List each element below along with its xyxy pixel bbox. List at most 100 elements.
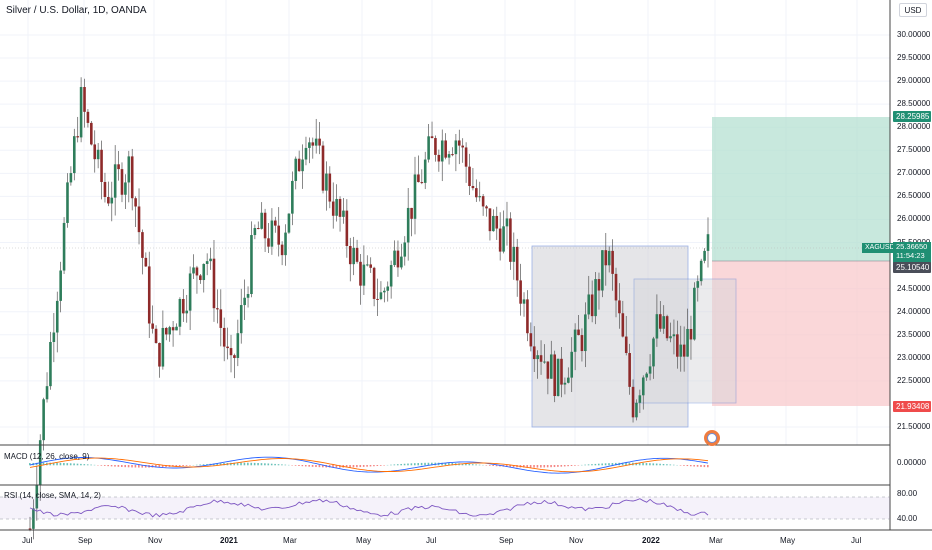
- candle-body: [243, 297, 246, 306]
- candle-body: [396, 250, 400, 268]
- macd-histogram-bar: [444, 462, 447, 466]
- macd-histogram-bar: [615, 462, 617, 466]
- candle-body: [134, 198, 137, 207]
- macd-histogram-bar: [39, 462, 41, 466]
- candle-body: [584, 314, 587, 352]
- macd-histogram-bar: [567, 465, 569, 467]
- profit-zone[interactable]: [712, 117, 890, 261]
- candle-body: [321, 145, 325, 191]
- candle-body: [492, 215, 495, 232]
- time-label: Mar: [709, 536, 723, 545]
- macd-histogram-bar: [349, 465, 351, 468]
- candle-body: [383, 290, 386, 293]
- candle-body: [512, 246, 516, 262]
- candle-body: [563, 382, 567, 385]
- macd-histogram-bar: [441, 462, 443, 466]
- candle-body: [509, 218, 512, 262]
- candle-body: [655, 314, 659, 339]
- candle-body: [631, 386, 635, 418]
- candle-body: [502, 226, 505, 252]
- macd-histogram-bar: [144, 465, 147, 468]
- macd-histogram-bar: [117, 465, 120, 467]
- event-marker-icon[interactable]: [704, 430, 720, 446]
- candle-body: [284, 232, 287, 256]
- loss-zone[interactable]: [712, 261, 890, 406]
- macd-histogram-bar: [69, 463, 72, 466]
- candle-body: [246, 294, 250, 298]
- macd-histogram-bar: [672, 464, 675, 466]
- candle-body: [274, 220, 277, 226]
- macd-histogram-bar: [52, 462, 55, 466]
- macd-histogram-bar: [138, 465, 140, 468]
- candle-body: [222, 327, 226, 347]
- macd-histogram-bar: [475, 464, 477, 466]
- macd-histogram-bar: [550, 465, 552, 468]
- candle-body: [638, 395, 642, 403]
- candle-body: [560, 358, 563, 385]
- price-label: 26.50000: [897, 191, 931, 201]
- candle-body: [280, 244, 284, 256]
- candle-body: [611, 250, 614, 274]
- candle-body: [76, 136, 79, 138]
- macd-histogram-bar: [304, 465, 307, 467]
- candle-body: [277, 225, 281, 245]
- macd-histogram-bar: [594, 463, 597, 466]
- candle-body: [117, 164, 120, 170]
- macd-histogram-bar: [448, 462, 450, 466]
- macd-histogram-bar: [80, 463, 82, 466]
- candle-body: [124, 182, 127, 195]
- candle-body: [444, 140, 447, 158]
- macd-histogram-bar: [376, 465, 379, 467]
- candle-body: [406, 207, 410, 243]
- candle-body: [52, 332, 56, 342]
- candle-body: [301, 159, 304, 172]
- candle-body: [590, 294, 594, 317]
- candle-body: [267, 238, 270, 247]
- chart-title[interactable]: Silver / U.S. Dollar, 1D, OANDA: [6, 5, 147, 16]
- candle-body: [55, 300, 59, 333]
- candle-body: [641, 377, 645, 396]
- macd-histogram-bar: [683, 465, 685, 466]
- macd-histogram-bar: [526, 465, 529, 468]
- price-label: 28.00000: [897, 122, 931, 132]
- macd-histogram-bar: [267, 463, 270, 466]
- price-label: 27.50000: [897, 145, 931, 155]
- candle-body: [461, 145, 464, 148]
- macd-histogram-bar: [270, 463, 273, 466]
- time-label: Jul: [22, 536, 33, 545]
- macd-histogram-bar: [318, 465, 321, 468]
- macd-histogram-bar: [359, 465, 362, 468]
- time-label: Jul: [851, 536, 862, 545]
- macd-histogram-bar: [178, 465, 181, 467]
- candle-body: [519, 280, 522, 304]
- currency-button[interactable]: USD: [899, 3, 927, 17]
- candle-body: [573, 329, 577, 352]
- candle-body: [437, 154, 441, 162]
- range-box-small[interactable]: [633, 278, 737, 404]
- candle-body: [389, 265, 393, 287]
- candle-body: [331, 201, 335, 216]
- candle-body: [386, 286, 390, 291]
- candle-body: [229, 348, 233, 356]
- macd-histogram-bar: [427, 462, 430, 466]
- candle-body: [219, 309, 223, 328]
- candle-body: [66, 182, 69, 223]
- macd-histogram-bar: [63, 462, 65, 466]
- macd-histogram-bar: [243, 462, 246, 466]
- rsi-title[interactable]: RSI (14, close, SMA, 14, 2): [4, 491, 101, 500]
- macd-histogram-bar: [403, 463, 406, 466]
- macd-histogram-bar: [638, 462, 641, 466]
- candle-body: [93, 144, 97, 160]
- candle-body: [253, 228, 257, 236]
- time-label: Sep: [78, 536, 93, 545]
- time-label: Jul: [426, 536, 437, 545]
- price-label: 23.50000: [897, 329, 931, 339]
- macd-title[interactable]: MACD (12, 26, close, 9): [4, 452, 90, 461]
- candle-body: [420, 182, 424, 184]
- macd-histogram-bar: [611, 463, 614, 466]
- candle-body: [62, 222, 66, 271]
- macd-histogram-bar: [468, 463, 471, 466]
- candle-body: [164, 327, 168, 335]
- range-box-large[interactable]: [531, 245, 689, 428]
